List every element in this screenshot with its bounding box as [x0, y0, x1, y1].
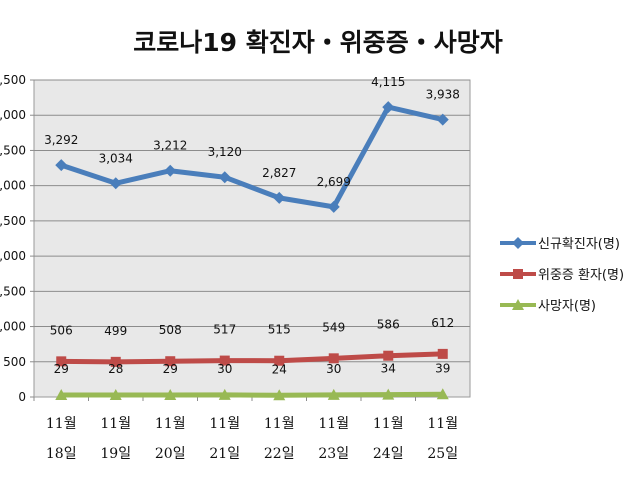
data-point [165, 356, 176, 367]
data-point [382, 388, 395, 400]
data-point [436, 388, 449, 400]
data-point [55, 159, 68, 172]
data-label: 29 [54, 362, 69, 376]
data-point [436, 113, 449, 126]
x-tick-label: 18일 [46, 446, 77, 462]
y-tick-label: 2,500 [0, 214, 26, 228]
x-tick-label: 11월 [155, 416, 186, 432]
data-label: 515 [268, 323, 291, 337]
data-label: 499 [104, 324, 127, 338]
data-point [164, 388, 177, 400]
x-tick-label: 25일 [427, 446, 458, 462]
x-tick-label: 21일 [209, 446, 240, 462]
data-label: 34 [381, 362, 396, 376]
data-label: 508 [159, 323, 182, 337]
x-tick-label: 22일 [264, 446, 295, 462]
data-label: 3,034 [99, 151, 133, 165]
y-tick-label: 3,000 [0, 179, 26, 193]
data-point [383, 350, 394, 361]
series-line-1 [58, 104, 446, 210]
data-point [55, 388, 68, 400]
x-tick-label: 23일 [318, 446, 349, 462]
data-point [382, 101, 395, 114]
data-label: 3,212 [153, 139, 187, 153]
data-label: 28 [108, 362, 123, 376]
x-tick-label: 11월 [100, 416, 131, 432]
data-point [164, 164, 177, 177]
data-point [219, 355, 230, 366]
data-label: 24 [272, 362, 287, 376]
legend-label: 신규확진자(명) [538, 237, 620, 252]
chart-title: 코로나19 확진자・위중증・사망자 [133, 28, 503, 57]
data-point [110, 356, 121, 367]
data-point [109, 177, 122, 190]
y-tick-label: 3,500 [0, 143, 26, 157]
data-point [437, 348, 448, 359]
x-tick-label: 11월 [427, 416, 458, 432]
x-tick-label: 11월 [318, 416, 349, 432]
y-tick-label: 4,500 [0, 73, 26, 87]
x-tick-label: 11월 [264, 416, 295, 432]
y-tick-label: 1,000 [0, 320, 26, 334]
y-tick-label: 1,500 [0, 284, 26, 298]
data-label: 506 [50, 323, 73, 337]
data-label: 3,938 [426, 88, 460, 102]
legend-marker [513, 269, 523, 279]
data-label: 2,827 [262, 166, 296, 180]
data-label: 549 [322, 320, 345, 334]
data-label: 4,115 [371, 75, 405, 89]
data-point [56, 356, 67, 367]
data-label: 30 [217, 362, 232, 376]
data-label: 30 [326, 362, 341, 376]
y-tick-label: 4,000 [0, 108, 26, 122]
data-label: 3,120 [208, 145, 242, 159]
data-label: 2,699 [317, 175, 351, 189]
legend-marker [512, 237, 524, 249]
data-point [218, 388, 231, 400]
legend-label: 사망자(명) [538, 299, 596, 314]
legend-label: 위중증 환자(명) [538, 268, 624, 283]
data-point [218, 171, 231, 184]
data-label: 586 [377, 318, 400, 332]
data-label: 3,292 [44, 133, 78, 147]
y-tick-label: 0 [18, 390, 26, 404]
x-tick-label: 11월 [46, 416, 77, 432]
x-tick-label: 19일 [100, 446, 131, 462]
data-point [327, 200, 340, 213]
data-point [328, 353, 339, 364]
data-point [274, 355, 285, 366]
x-tick-label: 20일 [155, 446, 186, 462]
data-point [273, 191, 286, 204]
legend-marker [512, 299, 524, 310]
y-tick-label: 2,000 [0, 249, 26, 263]
x-tick-label: 24일 [373, 446, 404, 462]
data-label: 612 [431, 316, 454, 330]
data-label: 39 [435, 361, 450, 375]
series-line-3 [58, 391, 446, 398]
series-line-2 [58, 351, 446, 365]
data-point [327, 388, 340, 400]
data-label: 29 [163, 362, 178, 376]
data-point [109, 389, 122, 401]
y-tick-label: 500 [3, 355, 26, 369]
plot-area [33, 79, 471, 398]
data-point [273, 389, 286, 401]
x-tick-label: 11월 [373, 416, 404, 432]
data-label: 517 [213, 323, 236, 337]
x-tick-label: 11월 [209, 416, 240, 432]
